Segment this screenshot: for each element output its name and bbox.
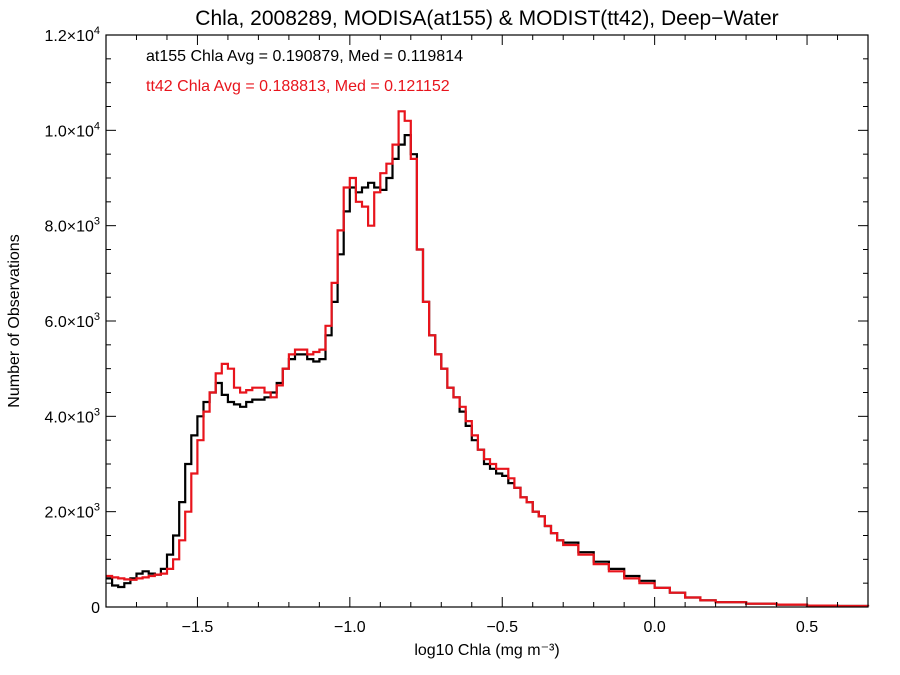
y-tick-mantissa: 1.2×10 — [44, 28, 93, 45]
x-axis-label: log10 Chla (mg m⁻³) — [414, 642, 559, 659]
y-tick-label: 0 — [91, 600, 100, 617]
y-tick-mantissa: 1.0×10 — [44, 123, 93, 140]
series-line-0 — [106, 134, 870, 608]
y-tick-label: 8.0×103 — [44, 216, 100, 236]
y-tick-exponent: 4 — [94, 25, 100, 37]
series-layer — [106, 110, 870, 608]
y-tick-exponent: 4 — [94, 120, 100, 132]
y-tick-exponent: 3 — [94, 406, 100, 418]
y-tick-mantissa: 6.0×10 — [44, 314, 93, 331]
plot-frame — [105, 34, 869, 608]
chart-title: Chla, 2008289, MODISA(at155) & MODIST(tt… — [195, 7, 778, 30]
series-line-1 — [106, 110, 870, 608]
x-tick-label: −0.5 — [486, 619, 518, 636]
y-axis: 02.0×1034.0×1036.0×1038.0×1031.0×1041.2×… — [44, 25, 868, 617]
y-tick-label: 1.0×104 — [44, 120, 100, 140]
y-tick-label: 1.2×104 — [44, 25, 100, 45]
x-axis: −1.5 −1.0 −0.5 0.0 0.5 — [105, 35, 869, 636]
y-tick-mantissa: 4.0×10 — [44, 409, 93, 426]
y-tick-exponent: 3 — [94, 502, 100, 514]
x-tick-label: −1.5 — [182, 619, 214, 636]
y-tick-exponent: 3 — [94, 216, 100, 228]
y-tick-label: 6.0×103 — [44, 311, 100, 331]
y-tick-mantissa: 2.0×10 — [44, 505, 93, 522]
y-tick-label: 2.0×103 — [44, 502, 100, 522]
x-tick-label: −1.0 — [334, 619, 366, 636]
x-tick-label: 0.0 — [644, 619, 666, 636]
x-tick-label: 0.5 — [796, 619, 818, 636]
y-tick-label: 4.0×103 — [44, 406, 100, 426]
y-tick-mantissa: 8.0×10 — [44, 219, 93, 236]
y-tick-exponent: 3 — [94, 311, 100, 323]
y-axis-label: Number of Observations — [6, 234, 23, 407]
annotation-tt42: tt42 Chla Avg = 0.188813, Med = 0.121152 — [146, 78, 450, 95]
annotation-at155: at155 Chla Avg = 0.190879, Med = 0.11981… — [146, 48, 463, 65]
y-tick-mantissa: 0 — [91, 600, 100, 617]
